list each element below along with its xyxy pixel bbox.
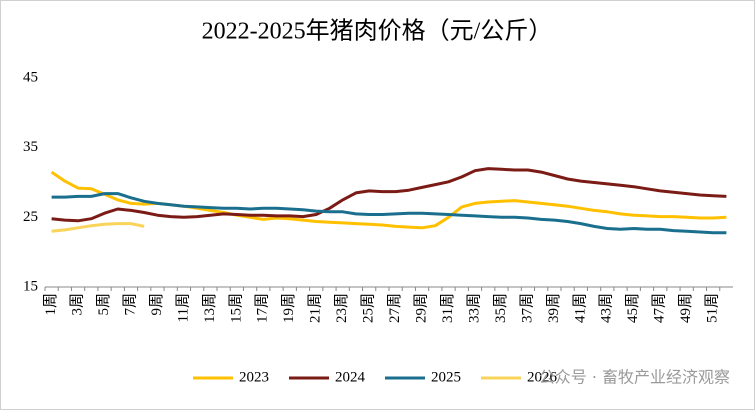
x-tick-label: 25周 xyxy=(360,293,377,323)
x-tick-label: 11周 xyxy=(174,293,191,322)
x-tick-label: 3周 xyxy=(69,293,86,316)
x-tick-label: 17周 xyxy=(254,293,271,323)
chart-title: 2022-2025年猪肉价格（元/公斤） xyxy=(202,18,553,45)
x-tick-label: 41周 xyxy=(571,293,588,323)
x-tick-label: 1周 xyxy=(42,293,59,316)
legend-label: 2025 xyxy=(431,369,461,385)
x-tick-label: 51周 xyxy=(704,293,721,323)
x-tick-label: 47周 xyxy=(651,293,668,323)
legend-label: 2026 xyxy=(527,369,558,385)
series-line xyxy=(51,222,145,233)
x-tick-label: 37周 xyxy=(518,293,535,323)
x-tick-label: 33周 xyxy=(465,293,482,323)
series-line xyxy=(51,192,727,235)
y-tick-label: 25 xyxy=(23,209,38,225)
series-line xyxy=(51,167,727,223)
legend-label: 2023 xyxy=(239,369,269,385)
y-tick-label: 35 xyxy=(23,139,38,155)
x-tick-label: 31周 xyxy=(439,293,456,323)
x-tick-label: 7周 xyxy=(121,293,138,316)
x-tick-label: 23周 xyxy=(333,293,350,323)
watermark: 公众号 · 畜牧产业经济观察 xyxy=(539,368,730,387)
y-tick-label: 45 xyxy=(23,69,38,85)
x-tick-label: 39周 xyxy=(545,293,562,323)
x-tick-label: 9周 xyxy=(148,293,165,316)
x-tick-label: 49周 xyxy=(677,293,694,323)
y-tick-label: 15 xyxy=(23,278,38,294)
x-tick-label: 27周 xyxy=(386,293,403,323)
x-tick-label: 19周 xyxy=(280,293,297,323)
x-tick-label: 29周 xyxy=(413,293,430,323)
x-tick-label: 21周 xyxy=(307,293,324,323)
x-tick-label: 13周 xyxy=(201,293,218,323)
x-tick-label: 5周 xyxy=(95,293,112,316)
x-tick-label: 43周 xyxy=(598,293,615,323)
x-tick-label: 45周 xyxy=(624,293,641,323)
x-tick-label: 15周 xyxy=(227,293,244,323)
x-tick-label: 35周 xyxy=(492,293,509,323)
legend-label: 2024 xyxy=(335,369,366,385)
